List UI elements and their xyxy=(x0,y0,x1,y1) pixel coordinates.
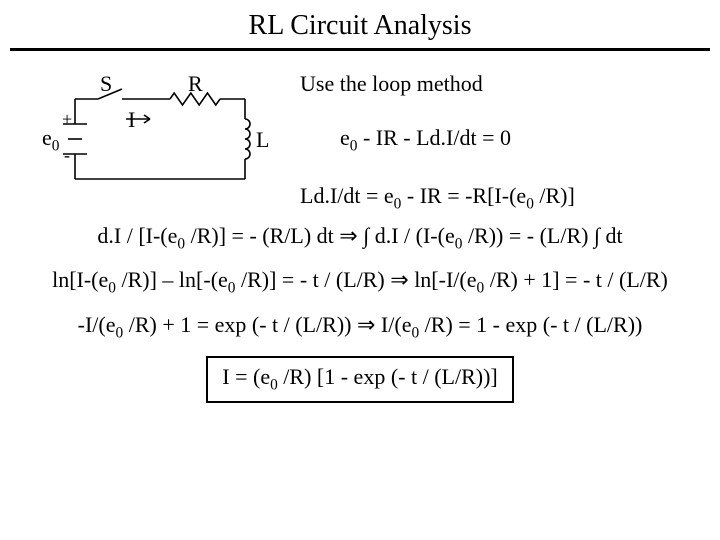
switch-label: S xyxy=(100,71,112,97)
emf-label: e0 xyxy=(42,125,59,155)
inductor-label: L xyxy=(256,127,269,153)
deriv-equation: Ld.I/dt = e0 - IR = -R[I-(e0 /R)] xyxy=(300,183,575,213)
page-title: RL Circuit Analysis xyxy=(0,0,720,48)
final-box-wrap: I = (e0 /R) [1 - exp (- t / (L/R))] xyxy=(0,356,720,402)
kvl-equation: e0 - IR - Ld.I/dt = 0 xyxy=(340,125,575,155)
right-text: Use the loop method e0 - IR - Ld.I/dt = … xyxy=(300,69,575,214)
emf-minus: - xyxy=(64,145,70,166)
emf-plus: + xyxy=(62,109,72,130)
exp-equation: -I/(e0 /R) + 1 = exp (- t / (L/R)) ⇒ I/(… xyxy=(10,312,710,342)
title-rule xyxy=(10,48,710,51)
ln-equation: ln[I-(e0 /R)] – ln[-(e0 /R)] = - t / (L/… xyxy=(10,267,710,297)
resistor-label: R xyxy=(188,71,203,97)
emf-eps: e xyxy=(42,125,52,150)
emf-sub: 0 xyxy=(52,137,60,154)
sep-equation: d.I / [I-(e0 /R)] = - (R/L) dt ⇒ ∫ d.I /… xyxy=(10,223,710,253)
circuit-diagram: S R L e0 + - I xyxy=(20,69,280,209)
current-label: I xyxy=(128,107,135,133)
upper-region: S R L e0 + - I Use the loop method e0 - … xyxy=(0,69,720,209)
loop-heading: Use the loop method xyxy=(300,71,575,97)
final-equation: I = (e0 /R) [1 - exp (- t / (L/R))] xyxy=(206,356,513,402)
